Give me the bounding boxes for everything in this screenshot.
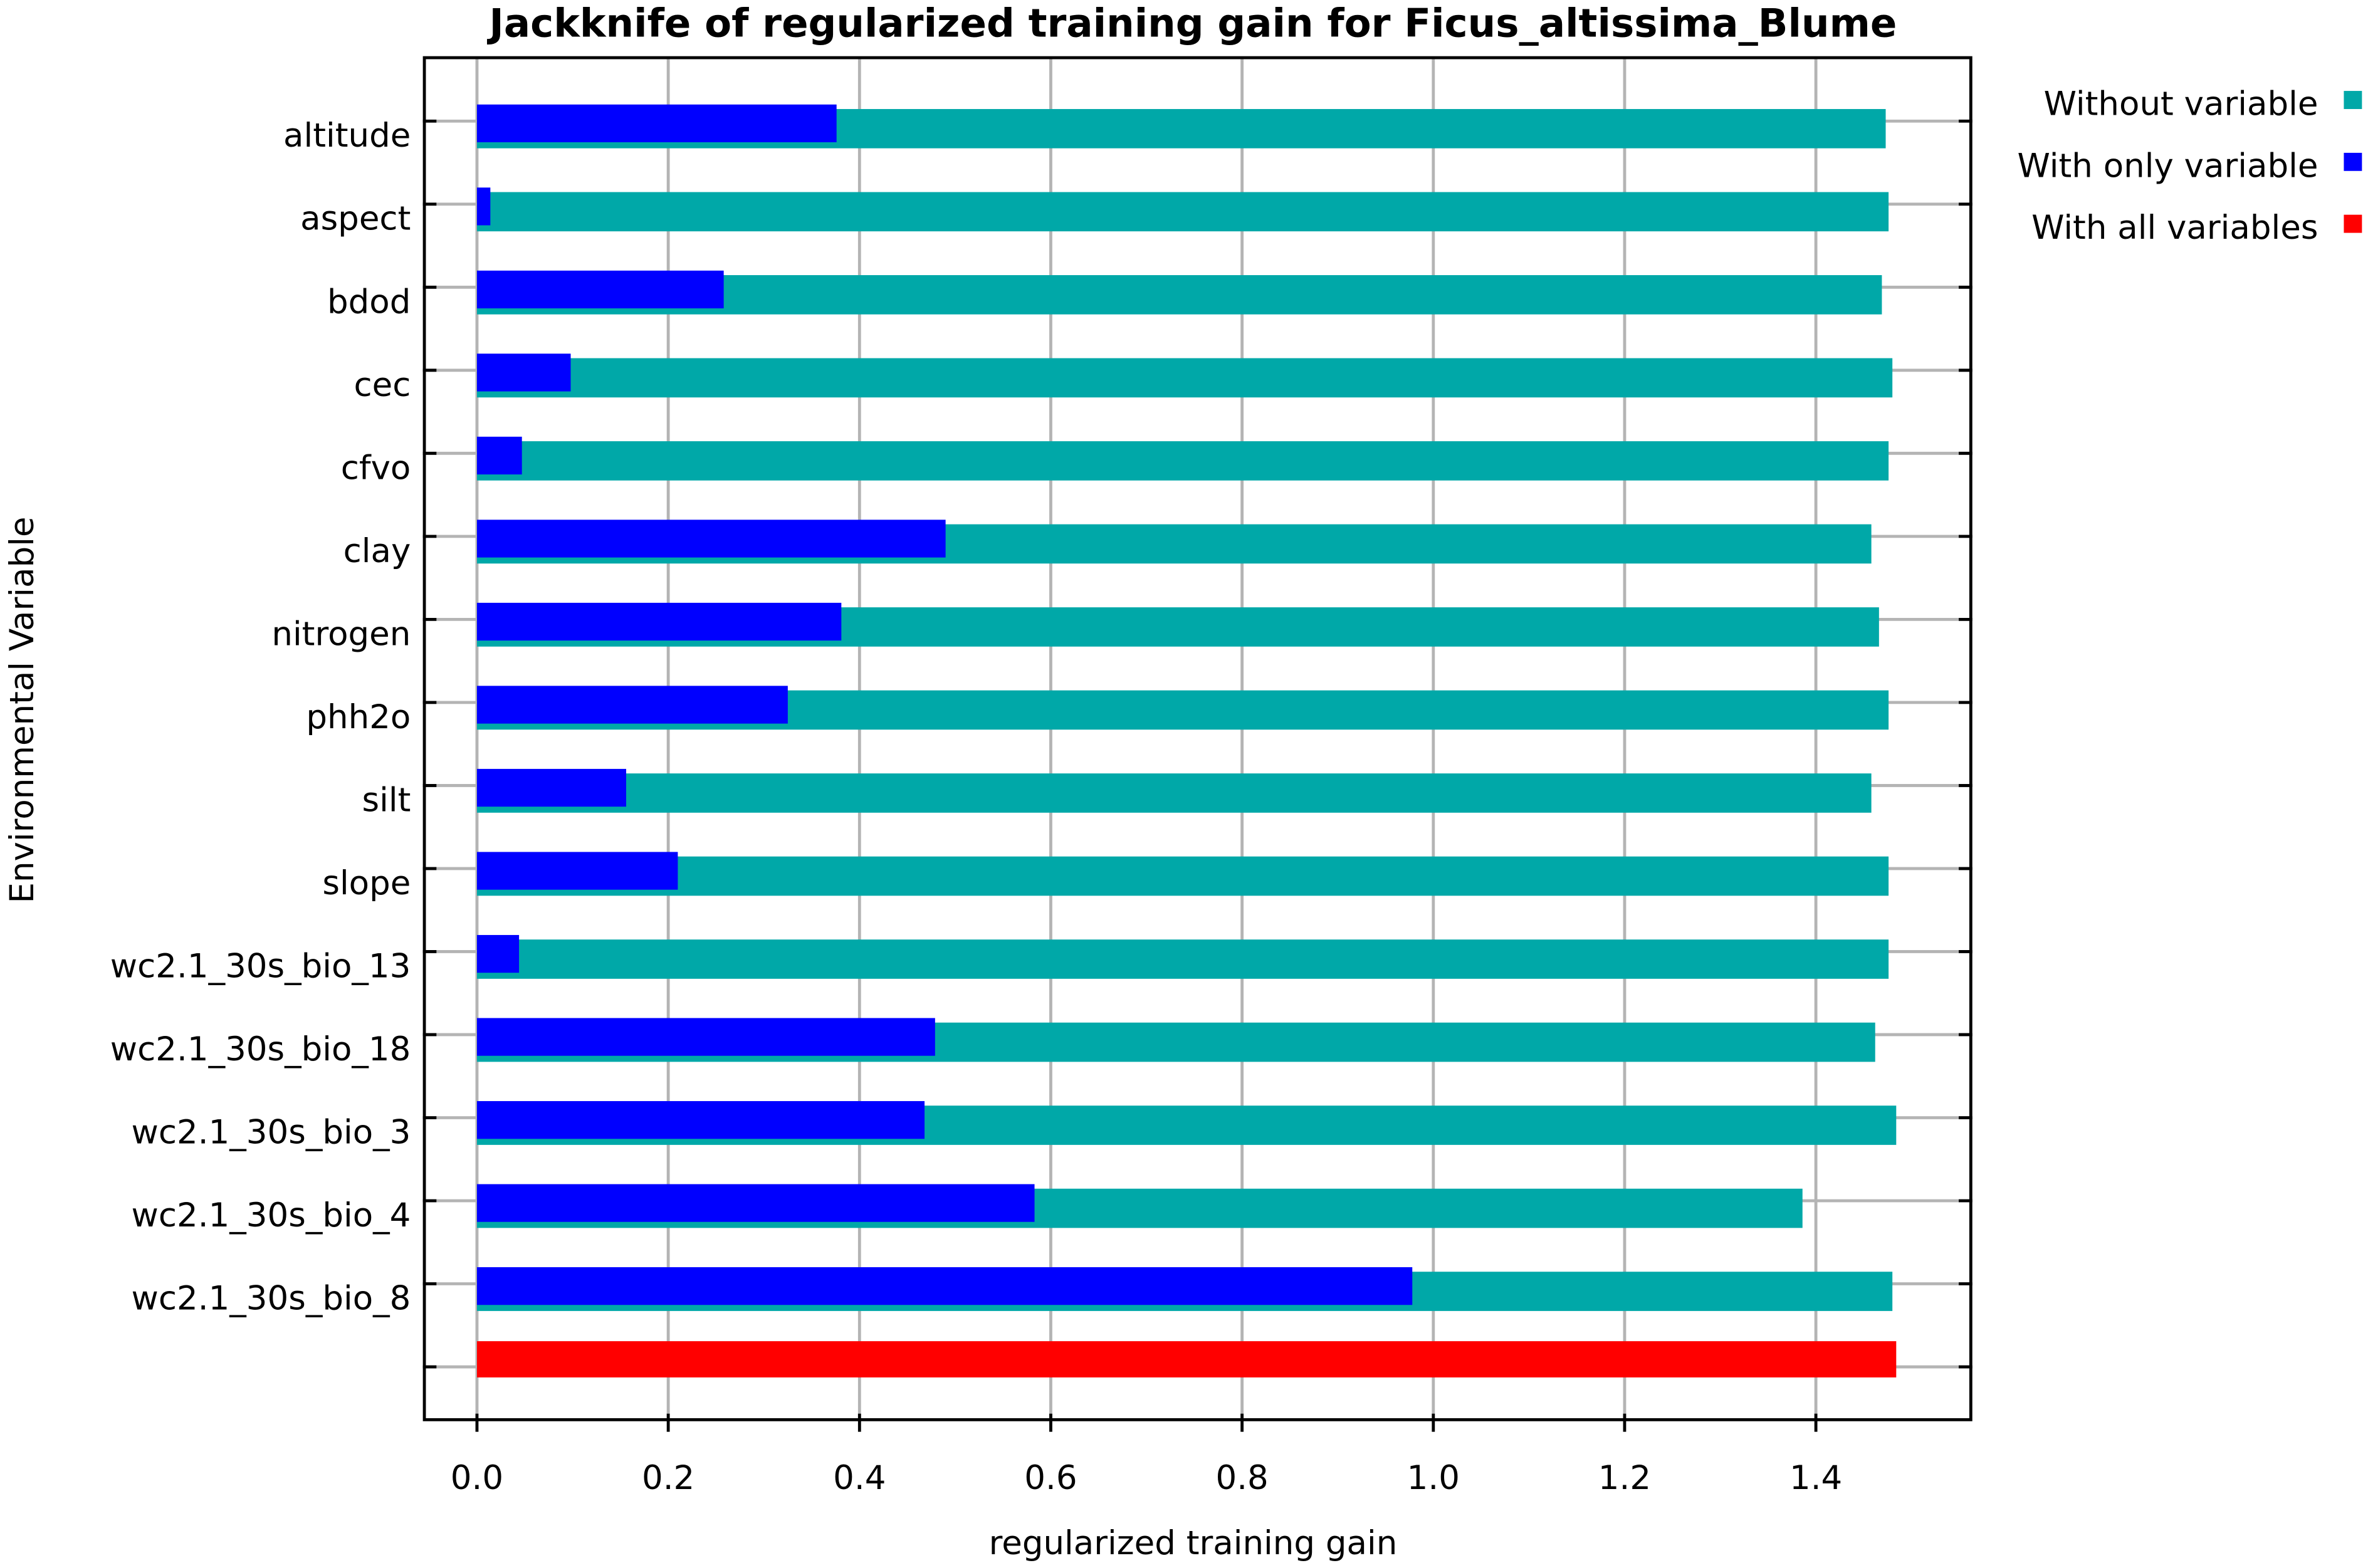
bar: [476, 520, 946, 558]
x-tick-label: 1.0: [1407, 1459, 1460, 1497]
bar: [476, 436, 522, 475]
bar: [476, 1100, 925, 1139]
y-tick-label: wc2.1_30s_bio_8: [132, 1279, 411, 1317]
bar: [476, 270, 724, 309]
bar: [476, 768, 627, 807]
bar: [476, 192, 1889, 232]
y-tick-label: clay: [343, 532, 411, 570]
y-tick-label: wc2.1_30s_bio_18: [110, 1030, 411, 1069]
y-tick-label: wc2.1_30s_bio_3: [132, 1113, 411, 1151]
bar: [476, 939, 1889, 979]
axes: 0.0 0.2 0.4 0.6 0.8 1.0 1.2 1.4 altitude aspect bd…: [110, 117, 1972, 1497]
bar: [476, 686, 788, 724]
legend-label: Without variable: [2044, 85, 2318, 123]
y-tick-label: wc2.1_30s_bio_4: [132, 1196, 411, 1235]
y-axis-label: Environmental Variable: [3, 516, 41, 903]
x-axis-label: regularized training gain: [989, 1524, 1398, 1562]
bar: [476, 353, 571, 392]
y-tick-label: cfvo: [341, 449, 411, 487]
y-tick-label: nitrogen: [271, 615, 411, 653]
bar: [476, 773, 1872, 813]
y-tick-label: aspect: [300, 200, 411, 238]
bar: [476, 1267, 1413, 1305]
y-tick-label: phh2o: [306, 698, 411, 736]
plot-frame: [422, 56, 1972, 1421]
legend: Without variable With only variable With a…: [2018, 85, 2362, 247]
y-tick-label: silt: [362, 781, 411, 819]
bar: [476, 1341, 1897, 1377]
legend-label: With only variable: [2018, 147, 2318, 185]
chart-title: Jackknife of regularized training gain f…: [487, 0, 1897, 46]
legend-label: With all variables: [2031, 209, 2318, 247]
bar: [476, 852, 678, 890]
x-tick-label: 0.2: [642, 1459, 694, 1497]
bar: [476, 441, 1889, 481]
x-tick-label: 0.6: [1024, 1459, 1077, 1497]
x-tick-label: 1.2: [1598, 1459, 1651, 1497]
bar: [476, 856, 1889, 896]
bar: [476, 358, 1893, 398]
y-tick-label: cec: [354, 366, 411, 404]
bar: [476, 187, 491, 226]
bar: [476, 602, 842, 641]
y-tick-label: wc2.1_30s_bio_13: [110, 947, 411, 985]
x-tick-label: 0.4: [833, 1459, 886, 1497]
bar: [476, 934, 520, 973]
y-tick-label: altitude: [283, 117, 411, 155]
y-tick-label: bdod: [327, 283, 411, 321]
y-tick-label: slope: [322, 864, 411, 902]
legend-swatch: [2344, 152, 2362, 171]
legend-swatch: [2344, 214, 2362, 233]
x-tick-label: 0.0: [451, 1459, 503, 1497]
x-tick-label: 1.4: [1789, 1459, 1842, 1497]
x-tick-label: 0.8: [1215, 1459, 1268, 1497]
bar: [476, 1018, 935, 1056]
bars: [476, 104, 1897, 1377]
bar: [476, 1184, 1035, 1222]
legend-swatch: [2344, 91, 2362, 109]
bar: [476, 104, 837, 142]
